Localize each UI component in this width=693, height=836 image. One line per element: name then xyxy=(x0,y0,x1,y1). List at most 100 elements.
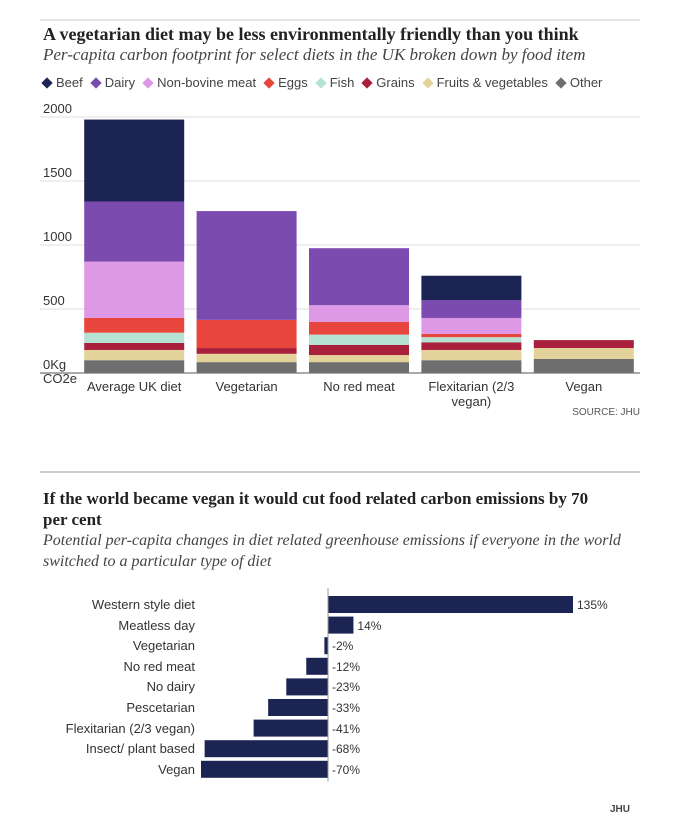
value-label: -41% xyxy=(332,721,361,736)
bar-segment xyxy=(309,362,409,373)
legend-swatch xyxy=(421,76,434,89)
bar-segment xyxy=(84,342,185,350)
bar xyxy=(324,637,329,655)
source: SOURCE: JHU xyxy=(572,407,640,418)
legend-swatch xyxy=(90,76,102,89)
x-tick-label: No red meat xyxy=(323,379,395,394)
value-label: 14% xyxy=(357,618,382,633)
legend-swatch xyxy=(263,76,275,89)
legend-swatch xyxy=(142,76,154,89)
legend-label: Beef xyxy=(56,75,83,90)
bar-segment xyxy=(309,305,409,322)
y-tick-label: 1500 xyxy=(43,165,72,180)
value-label: -70% xyxy=(332,762,361,777)
value-label: -2% xyxy=(332,639,354,654)
bar-segment xyxy=(309,334,409,345)
legend-item: Eggs xyxy=(263,75,308,90)
legend-item: Beef xyxy=(41,75,83,90)
chart-subtitle: Per-capita carbon footprint for select d… xyxy=(43,45,586,64)
x-tick-label: Flexitarian (2/3 vegan) xyxy=(428,379,515,409)
y-tick-label: Insect/ plant based xyxy=(85,741,195,757)
chart-title: If the world became vegan it would cut f… xyxy=(43,489,589,529)
bar-segment xyxy=(196,211,297,320)
y-tick-label: No red meat xyxy=(123,658,195,674)
y-tick-label: No dairy xyxy=(146,679,195,695)
bar-segment xyxy=(309,248,409,306)
bar-segment xyxy=(533,348,634,359)
bar-segment xyxy=(421,275,522,301)
bar-segment xyxy=(421,317,522,334)
bar xyxy=(328,596,573,613)
value-label: -23% xyxy=(332,680,361,695)
y-tick-label: Meatless day xyxy=(118,617,195,633)
legend-label: Fish xyxy=(329,75,355,90)
y-tick-label: 500 xyxy=(43,293,65,308)
chart-title: A vegetarian diet may be less environmen… xyxy=(43,24,579,44)
legend-item: Fish xyxy=(315,75,355,90)
value-label: 135% xyxy=(577,598,608,612)
y-tick-label: 2000 xyxy=(43,101,72,116)
legend-item: Other xyxy=(555,75,603,90)
bar-segment xyxy=(421,300,522,318)
legend: Beef Dairy Non-bovine meat Eggs Fish Grains Fr… xyxy=(41,75,603,90)
bar-segment xyxy=(84,317,185,333)
bar-segment xyxy=(84,119,185,202)
bar xyxy=(328,616,354,634)
legend-swatch xyxy=(41,76,53,89)
legend-label: Fruits & vegetables xyxy=(436,75,548,90)
bar-segment xyxy=(533,358,634,373)
legend-swatch xyxy=(315,76,327,89)
bar-segment xyxy=(196,348,297,354)
value-label: -12% xyxy=(332,659,361,674)
bar-segment xyxy=(84,349,185,361)
y-tick-label: 1000 xyxy=(43,229,72,244)
bar-segment xyxy=(196,362,297,373)
legend-item: Fruits & vegetables xyxy=(421,75,548,90)
legend-label: Eggs xyxy=(278,75,308,90)
legend-item: Non-bovine meat xyxy=(142,75,257,90)
y-tick-label: Pescetarian xyxy=(126,700,195,715)
y-tick-label: Western style diet xyxy=(91,597,195,612)
value-label: -33% xyxy=(332,701,361,715)
x-tick-label: Vegetarian xyxy=(215,379,278,394)
bar xyxy=(253,719,329,737)
bar-segment xyxy=(421,337,522,343)
bar-segment xyxy=(84,261,185,318)
bar-segment xyxy=(309,321,409,335)
bar xyxy=(286,678,329,696)
legend-swatch xyxy=(361,76,373,89)
legend-item: Dairy xyxy=(90,75,136,90)
y-tick-label: 0Kg CO2e xyxy=(43,357,77,386)
bar-segment xyxy=(533,340,634,349)
bar xyxy=(306,657,329,675)
legend-label: Other xyxy=(569,75,603,90)
bar-segment xyxy=(196,319,297,349)
y-tick-label: Vegan xyxy=(158,761,195,777)
legend-swatch xyxy=(555,76,567,89)
bar-segment xyxy=(421,360,522,373)
chart-subtitle: Potential per-capita changes in diet rel… xyxy=(43,532,621,570)
y-tick-label: Flexitarian (2/3 vegan) xyxy=(65,720,195,736)
x-tick-label: Vegan xyxy=(565,379,603,394)
legend-label: Non-bovine meat xyxy=(157,75,257,90)
source: JHU xyxy=(610,804,631,815)
legend-label: Dairy xyxy=(104,75,136,90)
bar-segment xyxy=(421,333,522,338)
bar-segment xyxy=(84,332,185,343)
bar-segment xyxy=(84,360,185,373)
bar-segment xyxy=(309,355,409,363)
y-tick-label: Vegetarian xyxy=(132,638,195,654)
x-tick-label: Average UK diet xyxy=(86,379,182,394)
legend-item: Grains xyxy=(361,75,415,90)
bar xyxy=(204,740,329,758)
bar-segment xyxy=(84,201,185,262)
bar-segment xyxy=(309,344,409,356)
bar-segment xyxy=(421,342,522,350)
bar-segment xyxy=(421,349,522,361)
value-label: -68% xyxy=(332,742,361,757)
legend-label: Grains xyxy=(376,75,415,90)
bar xyxy=(201,760,329,778)
bar-segment xyxy=(196,353,297,363)
